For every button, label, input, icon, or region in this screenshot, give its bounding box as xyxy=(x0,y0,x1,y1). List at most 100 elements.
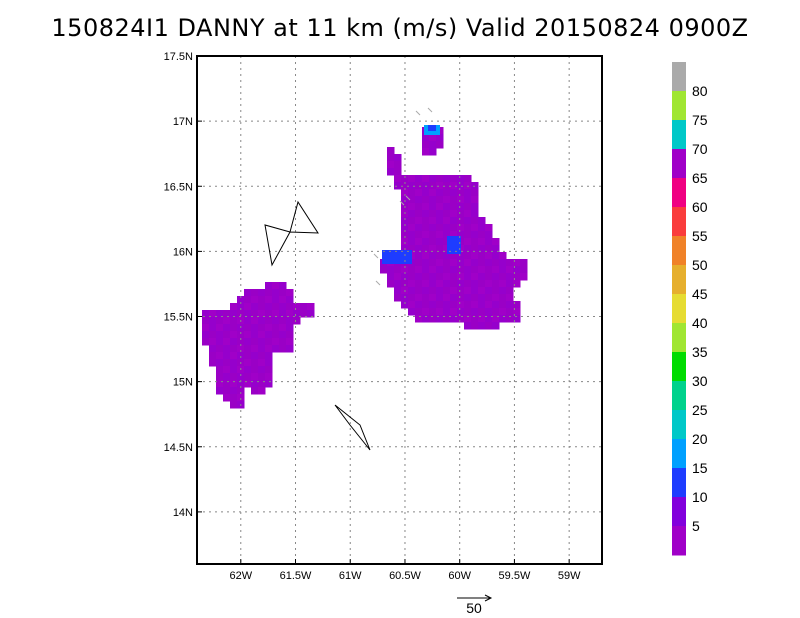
east-region-cell xyxy=(415,245,423,253)
east-region-cell xyxy=(408,189,416,197)
east-region-cell xyxy=(408,182,416,190)
west-region-cell xyxy=(251,338,259,346)
west-region-cell xyxy=(237,345,245,353)
west-region-cell xyxy=(230,387,238,395)
east-region-cell xyxy=(478,294,486,302)
west-region-cell xyxy=(223,352,231,360)
east-region-cell xyxy=(429,259,437,267)
east-region-cell xyxy=(478,238,486,246)
east-region-cell xyxy=(485,259,493,267)
east-region-cell xyxy=(401,266,409,274)
east-region-cell xyxy=(492,294,500,302)
west-region-cell xyxy=(202,331,210,339)
colorbar-label: 30 xyxy=(692,373,708,389)
west-region-cell xyxy=(244,359,252,367)
west-region-cell xyxy=(293,317,301,325)
east-region-cell xyxy=(429,175,437,183)
east-region-cell xyxy=(415,203,423,211)
colorbar-label: 75 xyxy=(692,112,708,128)
east-region-cell xyxy=(429,315,437,323)
east-region-cell xyxy=(422,224,430,232)
east-region-tip-cell xyxy=(436,141,444,149)
west-region-cell xyxy=(279,338,287,346)
west-region-cell xyxy=(265,310,273,318)
east-region-cell xyxy=(464,189,472,197)
west-region-cell xyxy=(279,289,287,297)
east-region-cell xyxy=(513,301,521,309)
y-tick-label: 16N xyxy=(173,246,193,258)
east-region-cell xyxy=(464,196,472,204)
east-region-cell xyxy=(492,301,500,309)
east-region-cell xyxy=(457,210,465,218)
west-region-cell xyxy=(230,380,238,388)
east-region-cell xyxy=(478,287,486,295)
east-region-cell xyxy=(436,217,444,225)
east-region-cell xyxy=(422,238,430,246)
east-region-cell xyxy=(464,217,472,225)
y-tick-label: 15N xyxy=(173,377,193,389)
east-region-cell xyxy=(464,308,472,316)
east-region-cell xyxy=(443,182,451,190)
west-region-cell xyxy=(244,380,252,388)
east-region-cell xyxy=(401,280,409,288)
east-region-cell xyxy=(436,252,444,260)
west-region-cell xyxy=(251,289,259,297)
east-region-cell xyxy=(401,231,409,239)
west-region-cell xyxy=(258,338,266,346)
east-region-cell xyxy=(471,259,479,267)
west-region-cell xyxy=(244,352,252,360)
east-region-cell xyxy=(457,294,465,302)
west-region-cell xyxy=(265,352,273,360)
colorbar-segment xyxy=(672,207,686,237)
colorbar-label: 20 xyxy=(692,431,708,447)
east-region-cell xyxy=(422,259,430,267)
west-region-cell xyxy=(230,303,238,311)
colorbar-segment xyxy=(672,323,686,353)
east-region-cell xyxy=(422,301,430,309)
east-region-cell xyxy=(422,189,430,197)
west-region-cell xyxy=(251,359,259,367)
east-region-cell xyxy=(464,231,472,239)
east-region-cell xyxy=(394,161,402,169)
east-region-cell xyxy=(401,189,409,197)
east-region-cell xyxy=(492,308,500,316)
east-region-cell xyxy=(464,238,472,246)
east-region-cell xyxy=(401,301,409,309)
east-region-cell xyxy=(436,182,444,190)
west-region-cell xyxy=(244,366,252,374)
east-region-cell xyxy=(443,189,451,197)
east-region-cell xyxy=(471,196,479,204)
west-region-cell xyxy=(237,387,245,395)
west-region-cell xyxy=(216,331,224,339)
east-region-cell xyxy=(464,203,472,211)
east-region-cell xyxy=(457,308,465,316)
east-region-cell xyxy=(513,259,521,267)
west-region-cell xyxy=(223,338,231,346)
colorbar: 5 10 15 20 25 30 35 40 45 50 55 60 65 70 75 80 xyxy=(672,62,708,556)
east-region-cell xyxy=(471,217,479,225)
west-region-cell xyxy=(272,338,280,346)
east-region-cell xyxy=(443,259,451,267)
west-region-cell xyxy=(251,373,259,381)
east-region-cell xyxy=(394,175,402,183)
colorbar-segment xyxy=(672,352,686,382)
wind-vector xyxy=(373,253,379,259)
east-region-cell xyxy=(471,182,479,190)
east-region-cell xyxy=(408,238,416,246)
east-region-cell xyxy=(415,224,423,232)
west-region-cell xyxy=(244,338,252,346)
east-region-cell xyxy=(457,203,465,211)
east-region-cell xyxy=(450,217,458,225)
west-region-cell xyxy=(279,331,287,339)
east-region-cell xyxy=(478,224,486,232)
east-region-cell xyxy=(415,301,423,309)
west-region-cell xyxy=(237,352,245,360)
east-region-cell xyxy=(429,224,437,232)
east-region-cell xyxy=(485,322,493,330)
east-region-cell xyxy=(436,231,444,239)
west-region-cell xyxy=(237,310,245,318)
west-region-cell xyxy=(230,394,238,402)
west-region-cell xyxy=(258,317,266,325)
west-region-cell xyxy=(209,338,217,346)
west-region-cell xyxy=(265,373,273,381)
